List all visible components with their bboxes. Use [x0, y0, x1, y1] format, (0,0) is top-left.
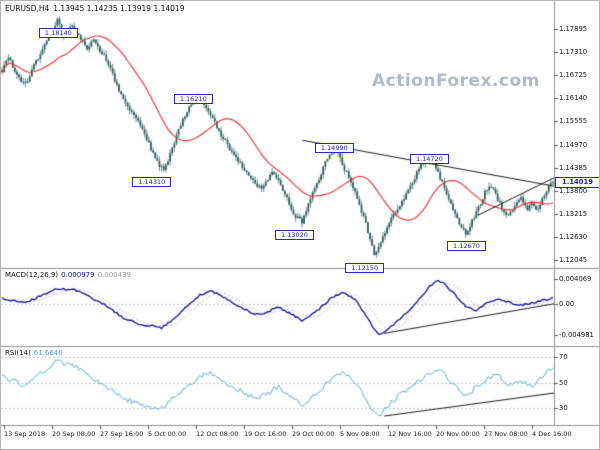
- time-axis-label: 20 Nov 00:00: [436, 430, 480, 438]
- watermark: ActionForex.com: [372, 71, 540, 91]
- price-axis-label: 1.16140: [559, 94, 588, 103]
- time-axis-label: 13 Sep 2018: [4, 430, 46, 438]
- time-axis-label: 20 Sep 08:00: [52, 430, 96, 438]
- price-axis-label: 1.13215: [559, 210, 588, 218]
- rsi-label: RSI(14) 61.6640: [5, 349, 66, 357]
- macd-main-value: 0.000979: [61, 271, 95, 279]
- macd-axis-label: -0.004981: [559, 331, 594, 340]
- time-axis-label: 5 Oct 00:00: [148, 430, 187, 438]
- symbol-timeframe: EURUSD,H4: [5, 4, 50, 13]
- rsi-axis-label: 50: [559, 378, 568, 387]
- price-axis-label: 1.14970: [559, 140, 588, 149]
- time-axis-label: 12 Nov 16:00: [388, 430, 432, 438]
- price-level-label: 1.14720: [409, 154, 449, 165]
- rsi-axis-label: 70: [559, 353, 568, 362]
- current-price-tag: 1.14019: [555, 177, 599, 189]
- price-level-label: 1.12670: [446, 241, 486, 252]
- price-axis-label: 1.16725: [559, 71, 588, 80]
- macd-axis-label: 0.004069: [559, 275, 592, 284]
- time-axis-label: 4 Dec 16:00: [532, 430, 572, 438]
- macd-name: MACD(12,26,9): [5, 271, 59, 279]
- price-axis-label: 1.14385: [559, 163, 588, 172]
- price-level-label: 1.13020: [274, 229, 314, 240]
- price-level-label: 1.14990: [314, 142, 354, 153]
- price-axis-label: 1.17895: [559, 24, 588, 33]
- price-axis-label: 1.17310: [559, 48, 588, 57]
- price-axis-label: 1.15555: [559, 117, 588, 126]
- time-axis-label: 27 Nov 08:00: [484, 430, 528, 438]
- rsi-axis-label: 30: [559, 404, 568, 413]
- chart-title: EURUSD,H4 1.13945 1.14235 1.13919 1.14019: [5, 4, 188, 13]
- macd-axis-label: 0.00: [559, 300, 575, 309]
- price-level-label: 1.18140: [38, 27, 78, 38]
- price-axis-label: 1.12630: [559, 233, 588, 242]
- ohlc-readout: 1.13945 1.14235 1.13919 1.14019: [53, 4, 185, 13]
- price-level-label: 1.14310: [132, 176, 172, 187]
- time-axis-label: 5 Nov 08:00: [340, 430, 380, 438]
- price-axis-label: 1.12045: [559, 256, 588, 265]
- time-axis-label: 29 Oct 00:00: [292, 430, 335, 438]
- macd-signal-value: 0.000439: [97, 271, 131, 279]
- price-level-label: 1.12150: [345, 262, 385, 273]
- rsi-name: RSI(14): [5, 349, 31, 357]
- price-axis-label: 1.13800: [559, 186, 588, 195]
- macd-label: MACD(12,26,9) 0.000979 0.000439: [5, 271, 134, 279]
- rsi-value: 61.6640: [33, 349, 63, 357]
- price-level-label: 1.16210: [173, 93, 213, 104]
- time-axis-label: 12 Oct 08:00: [196, 430, 239, 438]
- time-axis-label: 27 Sep 16:00: [100, 430, 144, 438]
- time-axis-label: 19 Oct 16:00: [244, 430, 287, 438]
